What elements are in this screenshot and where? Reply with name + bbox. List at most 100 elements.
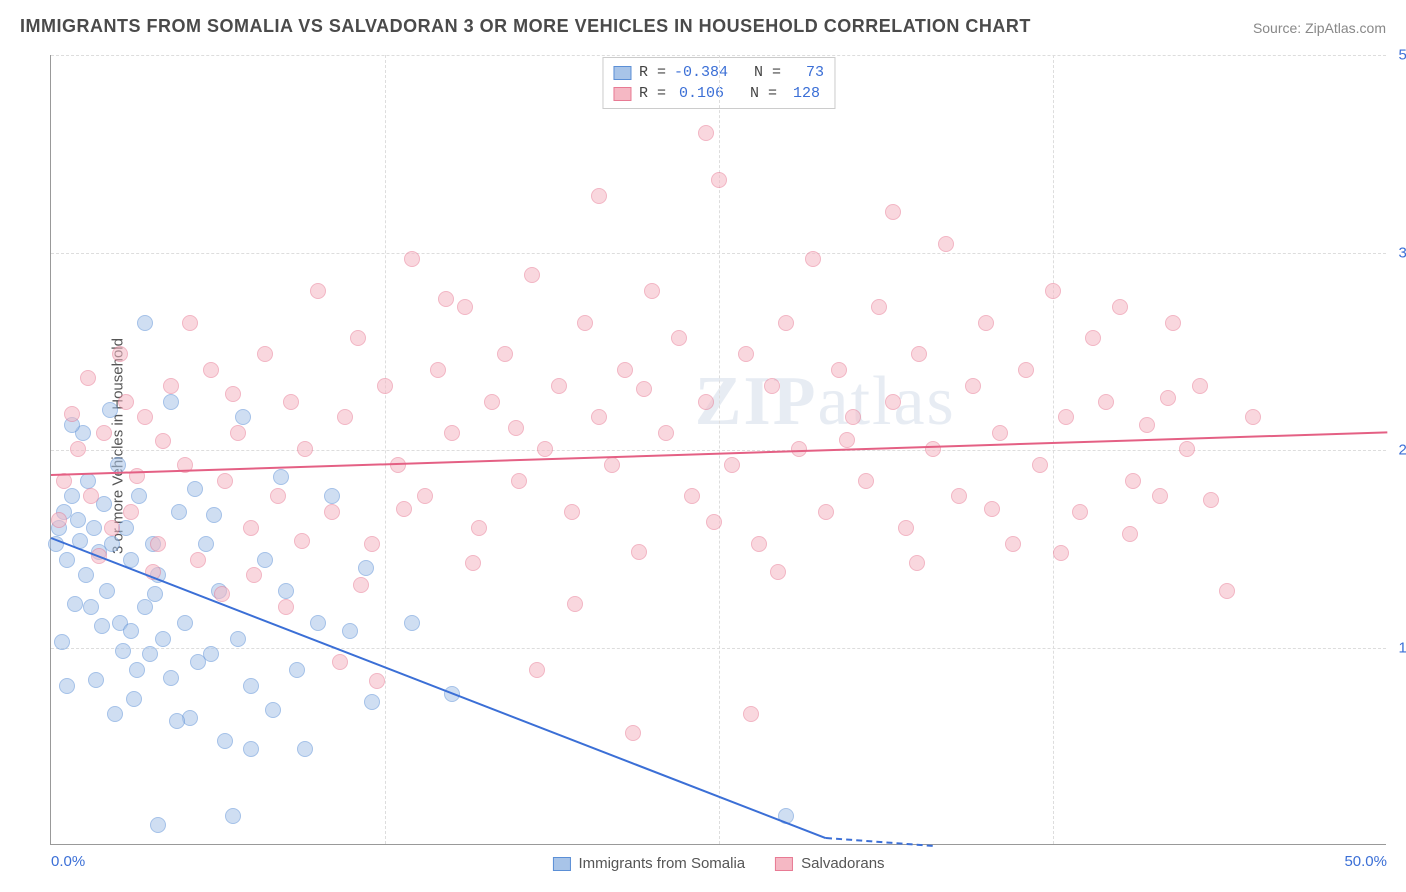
data-point [430,362,446,378]
data-point [225,808,241,824]
data-point [845,409,861,425]
data-point [324,488,340,504]
data-point [137,409,153,425]
data-point [163,670,179,686]
data-point [278,583,294,599]
legend-item: Salvadorans [775,855,884,872]
data-point [278,599,294,615]
data-point [83,599,99,615]
data-point [364,694,380,710]
data-point [992,425,1008,441]
data-point [110,457,126,473]
data-point [1032,457,1048,473]
data-point [631,544,647,560]
data-point [182,710,198,726]
data-point [885,394,901,410]
x-tick-label: 50.0% [1344,853,1387,870]
data-point [324,504,340,520]
data-point [147,586,163,602]
data-point [78,567,94,583]
data-point [217,733,233,749]
gridline-v [385,55,386,844]
data-point [171,504,187,520]
y-tick-label: 12.5% [1391,639,1406,656]
data-point [604,457,620,473]
data-point [938,236,954,252]
data-point [59,552,75,568]
legend-swatch [613,66,631,80]
data-point [80,370,96,386]
legend-swatch [775,857,793,871]
data-point [885,204,901,220]
data-point [104,520,120,536]
data-point [818,504,834,520]
data-point [738,346,754,362]
data-point [625,725,641,741]
data-point [99,583,115,599]
data-point [831,362,847,378]
data-point [770,564,786,580]
data-point [54,634,70,650]
y-tick-label: 37.5% [1391,244,1406,261]
legend-swatch [613,87,631,101]
data-point [198,536,214,552]
data-point [764,378,780,394]
data-point [142,646,158,662]
legend-item: Immigrants from Somalia [552,855,745,872]
data-point [270,488,286,504]
data-point [64,406,80,422]
data-point [1192,378,1208,394]
data-point [1053,545,1069,561]
data-point [187,481,203,497]
legend-r-label: R = [639,62,666,83]
legend-label: Salvadorans [801,855,884,872]
data-point [243,520,259,536]
data-point [350,330,366,346]
data-point [203,362,219,378]
data-point [951,488,967,504]
data-point [508,420,524,436]
data-point [978,315,994,331]
legend-n-value: 128 [785,83,820,104]
data-point [1058,409,1074,425]
data-point [96,425,112,441]
data-point [70,512,86,528]
data-point [246,567,262,583]
data-point [283,394,299,410]
x-tick-label: 0.0% [51,853,85,870]
legend-n-value: 73 [789,62,824,83]
data-point [225,386,241,402]
data-point [214,586,230,602]
data-point [155,433,171,449]
data-point [743,706,759,722]
data-point [591,409,607,425]
legend-swatch [552,857,570,871]
data-point [107,706,123,722]
data-point [404,615,420,631]
data-point [137,315,153,331]
data-point [150,536,166,552]
data-point [88,672,104,688]
data-point [129,662,145,678]
data-point [257,346,273,362]
data-point [698,394,714,410]
data-point [83,488,99,504]
data-point [591,188,607,204]
data-point [289,662,305,678]
data-point [163,378,179,394]
data-point [658,425,674,441]
data-point [102,402,118,418]
data-point [342,623,358,639]
y-tick-label: 50.0% [1391,47,1406,64]
data-point [471,520,487,536]
data-point [438,291,454,307]
data-point [203,646,219,662]
data-point [529,662,545,678]
data-point [1045,283,1061,299]
data-point [1203,492,1219,508]
data-point [104,536,120,552]
data-point [1219,583,1235,599]
data-point [484,394,500,410]
data-point [636,381,652,397]
data-point [567,596,583,612]
